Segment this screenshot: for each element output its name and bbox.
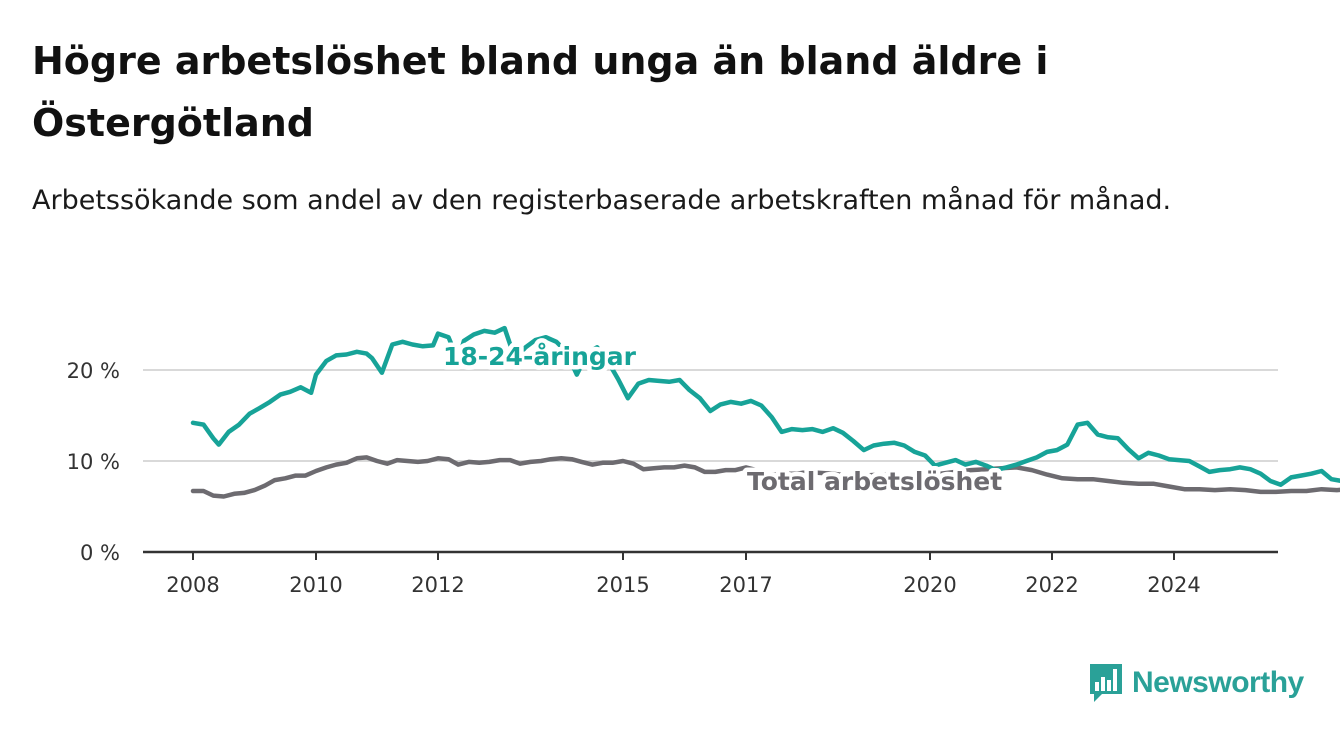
x-tick-label: 2024 <box>1147 573 1200 597</box>
series-label-total: Total arbetslöshet <box>747 467 1002 496</box>
series-label-youth-halo: 18-24-åringar <box>443 342 637 371</box>
series-label-youth: 18-24-åringar <box>443 342 637 371</box>
page-title: Högre arbetslöshet bland unga än bland ä… <box>32 39 1049 145</box>
chart-subtitle: Arbetssökande som andel av den registerb… <box>32 185 1172 216</box>
y-tick-label: 0 % <box>80 541 120 565</box>
y-tick-label: 10 % <box>67 450 120 474</box>
x-tick-label: 2015 <box>596 573 649 597</box>
newsworthy-logo: Newsworthy <box>1088 660 1304 706</box>
series-label-total-halo: Total arbetslöshet <box>747 467 1002 496</box>
x-tick-label: 2022 <box>1025 573 1078 597</box>
x-tick-label: 2020 <box>903 573 956 597</box>
x-tick-label: 2010 <box>289 573 342 597</box>
bar-chart-logo-icon <box>1090 664 1122 702</box>
grid-lines <box>143 369 1278 462</box>
y-tick-label: 20 % <box>67 359 120 383</box>
brand-name: Newsworthy <box>1132 666 1304 699</box>
series-line-youth <box>190 325 1340 487</box>
x-tick-label: 2012 <box>411 573 464 597</box>
series-lines <box>190 325 1340 499</box>
x-tick-label: 2017 <box>719 573 772 597</box>
x-axis: 2008 2010 2012 2015 2017 2020 2022 2024 <box>143 550 1278 597</box>
y-axis: 0 % 10 % 20 % <box>67 359 120 565</box>
series-line-total <box>190 455 1340 499</box>
x-tick-label: 2008 <box>166 573 219 597</box>
